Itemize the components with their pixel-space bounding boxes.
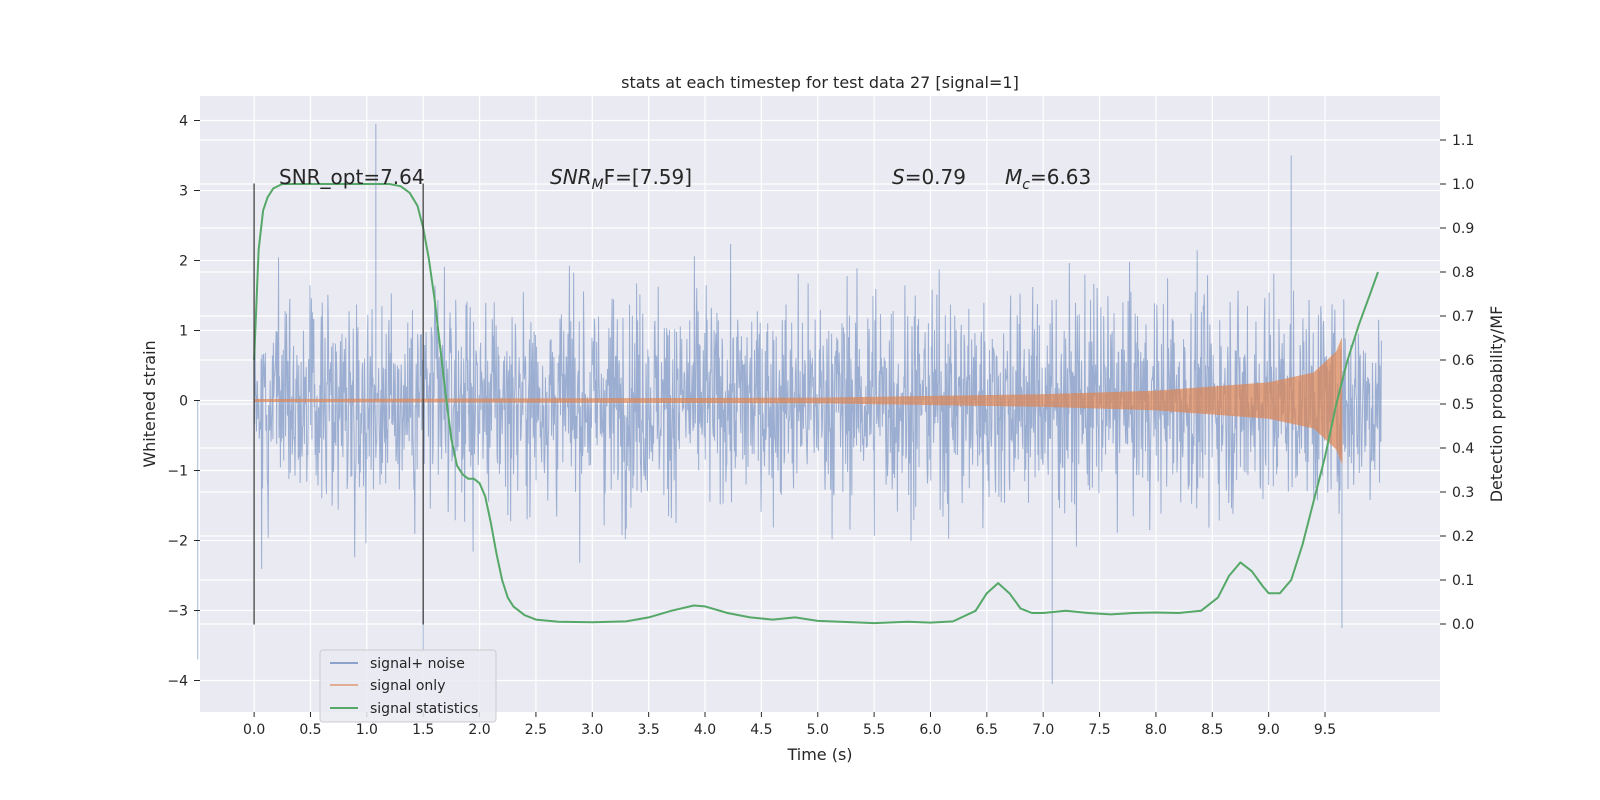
x-tick-13: 6.5 — [976, 722, 998, 738]
y-left-tick-labels: −4 −3 −2 −1 0 1 2 3 4 — [167, 114, 200, 690]
y-left-tick-0: −4 — [167, 674, 188, 690]
annotation-snr-opt: SNR_opt=7.64 — [279, 165, 425, 189]
annotation-s: S=0.79 — [892, 165, 966, 189]
y-left-tick-4: 0 — [179, 394, 188, 410]
x-tick-3: 1.5 — [412, 722, 434, 738]
y-right-tick-6: 0.6 — [1452, 353, 1474, 369]
x-axis-label: Time (s) — [786, 745, 852, 764]
x-tick-6: 3.0 — [581, 722, 603, 738]
x-tick-0: 0.0 — [243, 722, 265, 738]
x-tick-8: 4.0 — [694, 722, 716, 738]
y-right-tick-labels: 0.0 0.1 0.2 0.3 0.4 0.5 0.6 0.7 0.8 0.9 1.0 1.1 — [1440, 133, 1474, 633]
x-tick-16: 8.0 — [1145, 722, 1167, 738]
signal-only-line — [253, 338, 1343, 464]
y-left-tick-8: 4 — [179, 114, 188, 130]
x-tick-2: 1.0 — [356, 722, 378, 738]
y-left-tick-5: 1 — [179, 324, 188, 340]
y-left-tick-6: 2 — [179, 254, 188, 270]
x-tick-9: 4.5 — [750, 722, 772, 738]
annotation-snr-mf-rest: F=[7.59] — [604, 165, 692, 189]
y-right-tick-9: 0.9 — [1452, 221, 1474, 237]
y-axis-label-left: Whitened strain — [140, 340, 159, 467]
y-right-tick-5: 0.5 — [1452, 397, 1474, 413]
legend-label-signal-statistics: signal statistics — [370, 701, 478, 717]
chart-title: stats at each timestep for test data 27 … — [621, 73, 1019, 92]
annotation-mc: Mc=6.63 — [1005, 165, 1091, 193]
annotation-s-var: S — [892, 165, 905, 189]
annotation-snr-mf-base: SNR — [550, 165, 592, 189]
legend-label-signal-only: signal only — [370, 678, 445, 694]
x-tick-10: 5.0 — [807, 722, 829, 738]
series-signal-statistics — [253, 183, 1379, 625]
annotation-mc-sub: c — [1022, 177, 1030, 193]
series-signal-only — [253, 338, 1343, 464]
signal-plus-noise-line — [197, 124, 1382, 684]
x-tick-15: 7.5 — [1088, 722, 1110, 738]
y-right-tick-0: 0.0 — [1452, 617, 1474, 633]
y-left-tick-1: −3 — [167, 604, 188, 620]
legend-label-signal-plus-noise: signal+ noise — [370, 656, 465, 672]
y-right-tick-10: 1.0 — [1452, 177, 1474, 193]
y-left-tick-3: −1 — [167, 464, 188, 480]
annotation-mc-value: =6.63 — [1030, 165, 1091, 189]
annotation-snr-mf-sub: M — [592, 177, 604, 193]
vertical-markers — [253, 183, 424, 625]
x-tick-14: 7.0 — [1032, 722, 1054, 738]
y-right-tick-4: 0.4 — [1452, 441, 1474, 457]
x-tick-1: 0.5 — [299, 722, 321, 738]
x-tick-7: 3.5 — [638, 722, 660, 738]
x-tick-11: 5.5 — [863, 722, 885, 738]
x-tick-4: 2.0 — [468, 722, 490, 738]
y-left-tick-2: −2 — [167, 534, 188, 550]
legend-box — [319, 649, 497, 723]
y-right-tick-11: 1.1 — [1452, 133, 1474, 149]
y-left-tick-7: 3 — [179, 184, 188, 200]
series-signal-plus-noise — [197, 124, 1382, 684]
annotation-snr-mf: SNRMF=[7.59] — [550, 165, 692, 193]
y-axis-label-right: Detection probability/MF — [1487, 306, 1506, 503]
y-right-tick-2: 0.2 — [1452, 529, 1474, 545]
y-right-tick-8: 0.8 — [1452, 265, 1474, 281]
x-tick-19: 9.5 — [1314, 722, 1336, 738]
x-tick-12: 6.0 — [919, 722, 941, 738]
x-tick-labels: 0.0 0.5 1.0 1.5 2.0 2.5 3.0 3.5 4.0 4.5 5.0 5.5 6.0 6… — [243, 712, 1336, 738]
x-tick-18: 9.0 — [1258, 722, 1280, 738]
y-right-tick-7: 0.7 — [1452, 309, 1474, 325]
y-right-tick-3: 0.3 — [1452, 485, 1474, 501]
annotation-s-value: =0.79 — [905, 165, 966, 189]
x-tick-5: 2.5 — [525, 722, 547, 738]
y-right-tick-1: 0.1 — [1452, 573, 1474, 589]
annotation-mc-var: M — [1005, 165, 1022, 189]
legend: signal+ noise signal only signal statist… — [319, 649, 497, 723]
x-tick-17: 8.5 — [1201, 722, 1223, 738]
signal-statistics-line — [253, 183, 1379, 625]
